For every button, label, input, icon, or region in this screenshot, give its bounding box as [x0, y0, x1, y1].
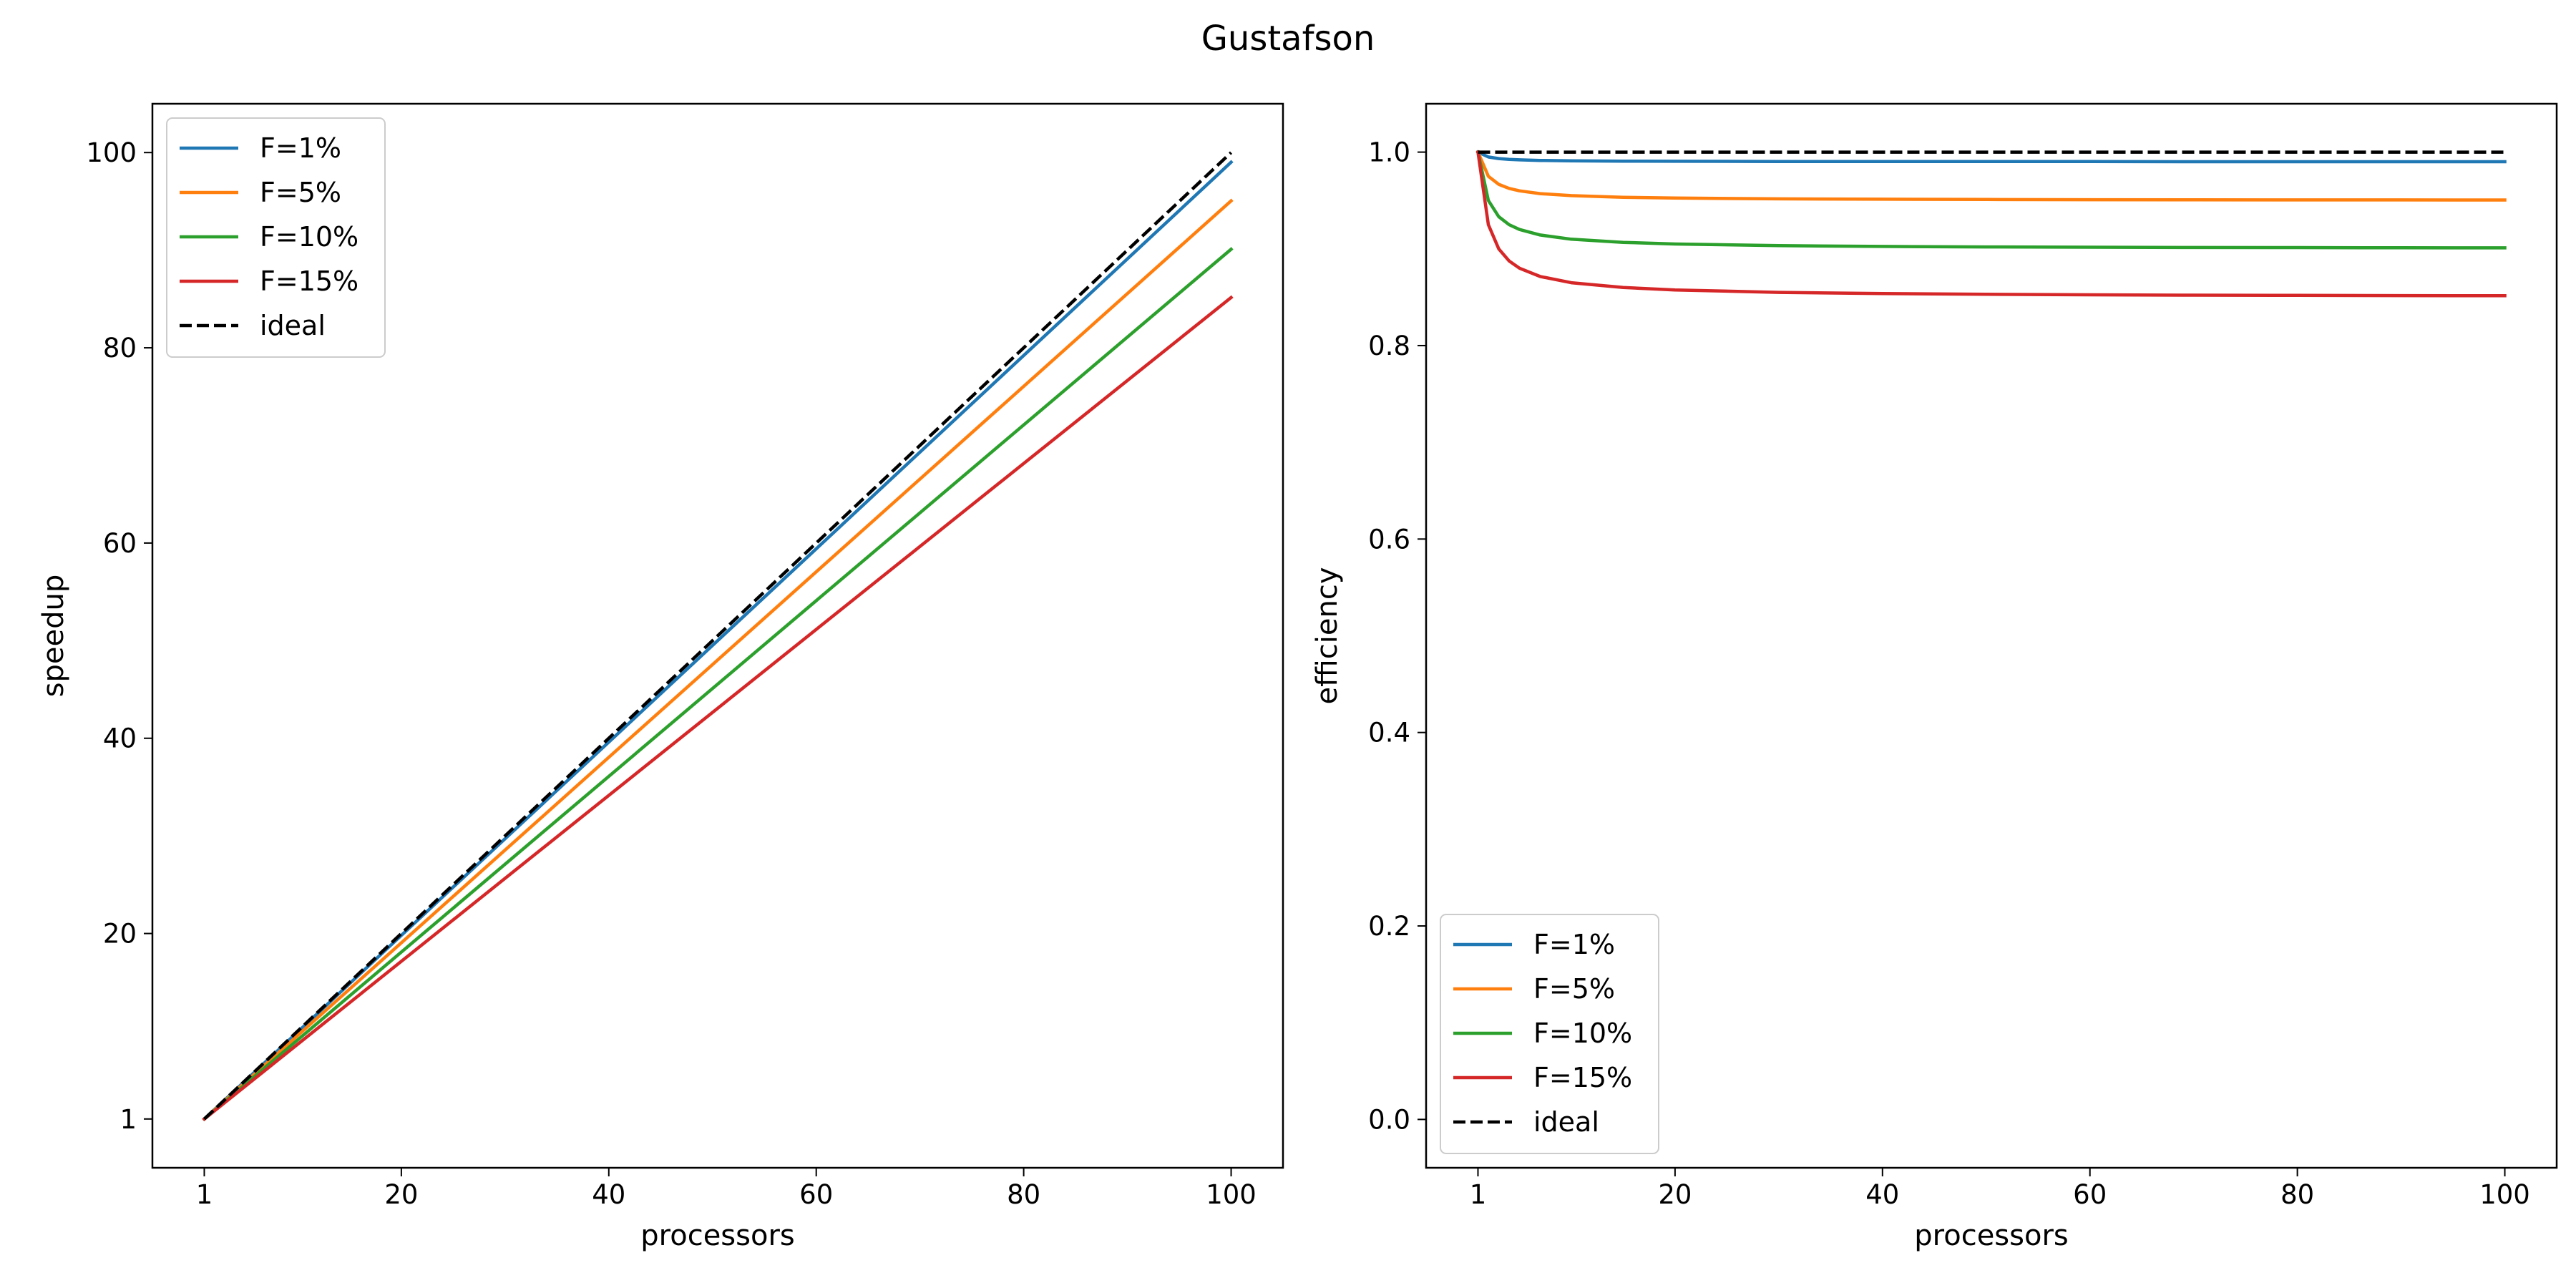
y-tick-label: 100	[86, 137, 137, 168]
x-axis-label: processors	[1914, 1219, 2068, 1252]
y-tick-label: 60	[103, 528, 137, 559]
y-tick-label: 0.6	[1368, 524, 1410, 555]
y-tick-label: 0.8	[1368, 331, 1410, 361]
y-tick-label: 80	[103, 333, 137, 364]
legend-label: F=1%	[260, 132, 341, 164]
plot-frame	[1425, 102, 2558, 1169]
x-tick-label: 1	[196, 1179, 213, 1210]
x-axis-label: processors	[640, 1219, 794, 1252]
y-axis-label: efficiency	[1311, 567, 1344, 704]
x-tick-label: 80	[2280, 1179, 2314, 1210]
x-tick-label: 100	[1206, 1179, 1257, 1210]
plot-frame	[151, 102, 1284, 1169]
legend-label: F=15%	[1533, 1062, 1632, 1093]
speedup-chart: 1 20 40 60 80 100120406080100processorsspeedu…	[37, 102, 1284, 1252]
x-tick-label: 100	[2479, 1179, 2530, 1210]
legend-label: F=15%	[260, 265, 358, 297]
x-tick-label: 20	[384, 1179, 418, 1210]
legend-label: F=10%	[1533, 1018, 1632, 1049]
y-tick-label: 0.4	[1368, 718, 1410, 748]
legend-label: F=10%	[260, 221, 358, 253]
series-line-f15	[202, 295, 1234, 1121]
legend-box	[166, 117, 386, 358]
x-tick-label: 40	[1865, 1179, 1899, 1210]
y-tick-label: 40	[103, 723, 137, 754]
y-tick-label: 1.0	[1368, 137, 1410, 168]
series-line-ideal	[203, 151, 1233, 1121]
x-tick-label: 80	[1007, 1179, 1040, 1210]
x-tick-label: 20	[1658, 1179, 1692, 1210]
legend-label: F=5%	[260, 177, 341, 208]
series-line-f10	[202, 247, 1234, 1121]
legend-label: F=1%	[1533, 929, 1615, 960]
x-tick-label: 1	[1470, 1179, 1487, 1210]
legend: F=1% F=5% F=10% F=15% ideal	[1440, 914, 1659, 1154]
legend-box	[1440, 914, 1659, 1154]
legend: F=1% F=5% F=10% F=15% ideal	[166, 117, 386, 358]
legend-label: ideal	[1533, 1106, 1599, 1138]
series-line-f10	[1475, 150, 2507, 250]
x-tick-label: 60	[799, 1179, 833, 1210]
y-tick-label: 1	[119, 1104, 137, 1135]
x-tick-label: 40	[592, 1179, 625, 1210]
legend-label: F=5%	[1533, 973, 1615, 1005]
y-tick-label: 0.2	[1368, 911, 1410, 942]
legend-label: ideal	[260, 310, 326, 341]
x-tick-label: 60	[2073, 1179, 2107, 1210]
y-tick-label: 0.0	[1368, 1104, 1410, 1135]
efficiency-chart: 1 20 40 60 80 100 0.0 0.2 0.4 0.6 0.8 1.0 processors…	[1311, 102, 2558, 1252]
figure-title: Gustafson	[1201, 19, 1375, 59]
y-axis-label: speedup	[37, 575, 70, 698]
series-line-f5	[1475, 150, 2507, 202]
series-line-f1	[1475, 150, 2507, 164]
series-line-f15	[1475, 150, 2507, 298]
series-line-f5	[202, 198, 1234, 1121]
y-tick-label: 20	[103, 919, 137, 950]
